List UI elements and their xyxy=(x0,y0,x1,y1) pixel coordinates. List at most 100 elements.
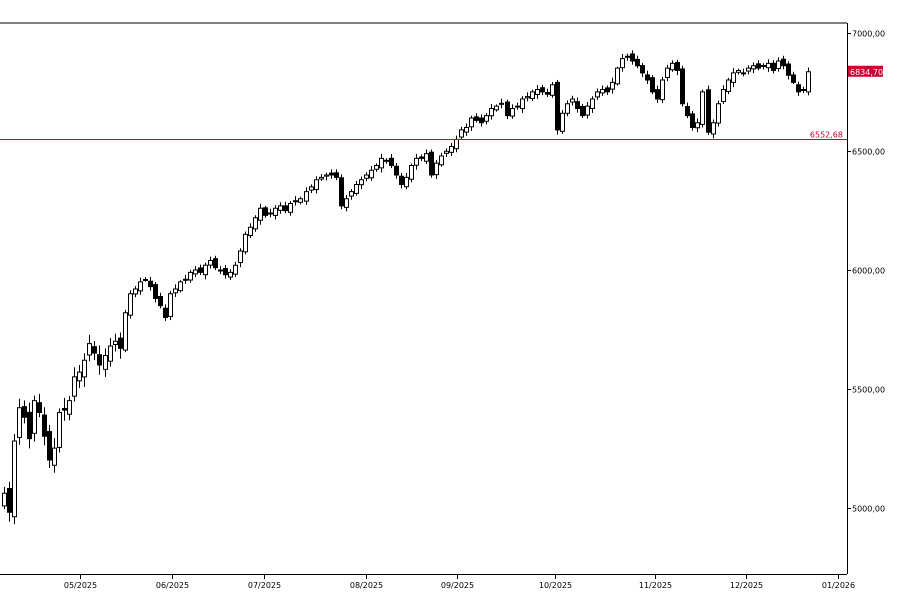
candle-body xyxy=(801,89,806,91)
candle-body xyxy=(364,174,369,179)
candle-body xyxy=(248,226,253,236)
candle-body xyxy=(555,81,560,131)
candle-body xyxy=(394,165,399,176)
candle-body xyxy=(625,55,630,58)
candle-body xyxy=(665,67,670,78)
candle-body xyxy=(278,205,283,211)
candle-body xyxy=(82,359,87,378)
candle-body xyxy=(700,91,705,125)
candle-body xyxy=(550,84,555,96)
y-tick-label: 6000,00 xyxy=(852,267,885,276)
candle-body xyxy=(424,153,429,162)
candle-body xyxy=(615,67,620,85)
candle-body xyxy=(97,354,102,366)
candle-body xyxy=(57,412,62,448)
candle-body xyxy=(138,281,143,292)
candle-body xyxy=(650,77,655,93)
y-tick-label: 7000,00 xyxy=(852,30,885,39)
candle-body xyxy=(620,58,625,69)
candle-body xyxy=(339,177,344,207)
candle-body xyxy=(2,492,7,507)
candle-body xyxy=(444,150,449,154)
candle-body xyxy=(233,264,238,275)
candle-body xyxy=(680,68,685,105)
x-axis: 05/2025 06/2025 07/2025 08/2025 09/2025 10/20… xyxy=(64,574,855,590)
candle-body xyxy=(570,98,575,103)
candle-body xyxy=(796,84,801,93)
candle-body xyxy=(675,61,680,72)
candle-body xyxy=(605,87,610,93)
candle-body xyxy=(499,102,504,105)
candle-body xyxy=(741,72,746,75)
candle-body xyxy=(218,269,223,272)
candle-body xyxy=(168,293,173,317)
candle-body xyxy=(133,288,138,295)
candle-body xyxy=(545,91,550,95)
candle-body xyxy=(781,58,786,67)
candle-body xyxy=(711,122,716,135)
candle-body xyxy=(685,105,690,117)
candle-body xyxy=(439,155,444,166)
candle-body xyxy=(283,205,288,212)
candle-body xyxy=(746,67,751,72)
x-tick-label: 12/2025 xyxy=(730,581,763,590)
candle-body xyxy=(736,70,741,73)
candle-body xyxy=(535,89,540,95)
y-tick-label: 5000,00 xyxy=(852,505,885,514)
candle-body xyxy=(359,179,364,186)
candle-body xyxy=(123,312,128,351)
candle-body xyxy=(47,431,52,461)
candle-body xyxy=(213,258,218,269)
candle-body xyxy=(580,105,585,117)
candle-body xyxy=(635,58,640,67)
candle-body xyxy=(173,288,178,294)
candle-body xyxy=(188,271,193,281)
candle-body xyxy=(103,355,108,370)
candle-body xyxy=(766,62,771,69)
candle-body xyxy=(319,176,324,180)
y-axis: 5000,00 5500,00 6000,00 6500,00 7000,00 xyxy=(847,30,885,514)
candle-body xyxy=(510,108,515,117)
candle-body xyxy=(414,157,419,166)
candle-body xyxy=(334,172,339,178)
candle-body xyxy=(419,156,424,159)
candle-body xyxy=(515,105,520,108)
candle-body xyxy=(304,191,309,202)
candle-body xyxy=(87,343,92,356)
candle-body xyxy=(610,81,615,90)
candle-body xyxy=(128,293,133,316)
candle-body xyxy=(52,447,57,466)
candle-body xyxy=(324,174,329,177)
candle-body xyxy=(77,371,82,382)
candle-body xyxy=(17,407,22,438)
candle-body xyxy=(298,198,303,203)
candle-body xyxy=(203,264,208,276)
candle-body xyxy=(208,260,213,266)
x-tick-label: 08/2025 xyxy=(350,581,383,590)
last-price-box xyxy=(848,65,883,77)
candle-body xyxy=(505,101,510,117)
candle-body xyxy=(761,65,766,68)
candle-body xyxy=(716,103,721,124)
horizontal-line-group: 6552,68 xyxy=(0,131,847,140)
candle-body xyxy=(399,175,404,185)
candle-body xyxy=(404,176,409,188)
candle-body xyxy=(655,89,660,100)
candle-body xyxy=(258,207,263,221)
candle-body xyxy=(108,345,113,362)
candle-body xyxy=(143,279,148,281)
candle-body xyxy=(565,103,570,114)
candle-body xyxy=(22,406,27,418)
candle-body xyxy=(540,87,545,93)
candle-body xyxy=(12,440,17,518)
candle-body xyxy=(163,307,168,319)
x-tick-label: 11/2025 xyxy=(639,581,672,590)
candle-body xyxy=(706,89,711,133)
candle-body xyxy=(379,157,384,169)
candle-body xyxy=(721,89,726,102)
x-tick-label: 07/2025 xyxy=(248,581,281,590)
candle-body xyxy=(268,212,273,215)
candle-body xyxy=(806,71,811,93)
candle-body xyxy=(7,487,12,513)
